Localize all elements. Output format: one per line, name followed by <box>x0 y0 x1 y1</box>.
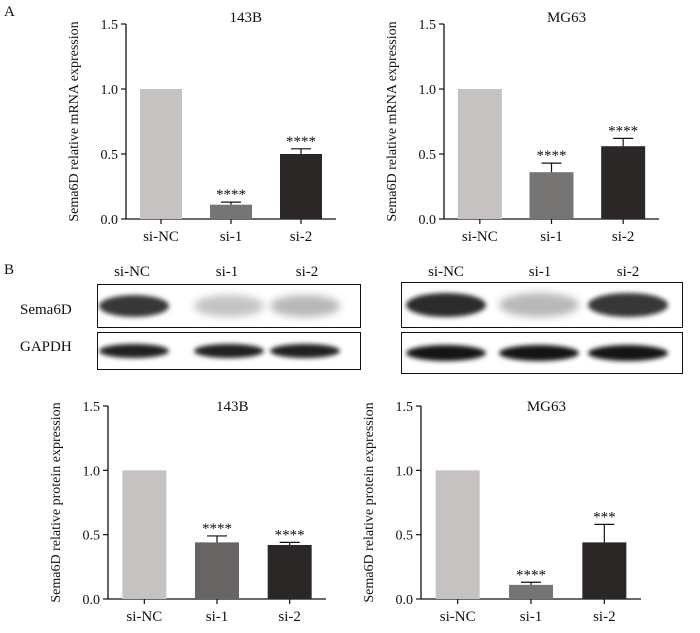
blot-row-label-sema6d: Sema6D <box>20 302 72 318</box>
blot-row-label-gapdh: GAPDH <box>20 339 72 355</box>
sema6d-left-band <box>194 295 264 317</box>
y-tick-label: 1.0 <box>101 83 119 98</box>
x-tick-label: si-NC <box>462 229 498 245</box>
bar-si-2 <box>582 542 627 599</box>
y-tick-label: 0.0 <box>419 213 437 228</box>
gapdh-right-band <box>588 345 668 361</box>
significance-label: **** <box>537 148 567 164</box>
y-tick-label: 0.5 <box>419 148 437 163</box>
x-tick-label: si-2 <box>278 609 301 625</box>
x-tick-label: si-1 <box>520 609 543 625</box>
y-tick-label: 0.0 <box>83 593 101 608</box>
panel-label-a: A <box>4 4 15 20</box>
blot-left-gapdh-membrane <box>97 332 361 370</box>
bar-si-NC <box>122 470 167 599</box>
significance-label: **** <box>216 187 246 203</box>
gapdh-right-band <box>406 345 486 361</box>
x-tick-label: si-2 <box>612 229 635 245</box>
significance-label: **** <box>275 527 305 543</box>
y-tick-label: 1.5 <box>396 400 414 415</box>
blot-right-gapdh-membrane <box>401 332 683 374</box>
y-tick-label: 0.5 <box>396 529 414 544</box>
bar-si-NC <box>140 89 182 219</box>
y-tick-label: 0.0 <box>396 593 414 608</box>
x-tick-label: si-1 <box>540 229 563 245</box>
chart-title: 143B <box>229 10 262 26</box>
gapdh-left-band <box>270 344 340 358</box>
y-tick-label: 0.5 <box>83 529 101 544</box>
gapdh-left-band <box>194 344 264 358</box>
significance-label: **** <box>516 567 546 583</box>
blot-left-lane-label: si-NC <box>114 264 150 280</box>
y-tick-label: 1.0 <box>396 464 414 479</box>
chart-protein_143b: 0.0 0.5 1.0 1.5 143B Sema6D relative protein … <box>49 399 326 625</box>
y-tick-label: 0.0 <box>101 213 119 228</box>
bar-si-1 <box>195 542 239 599</box>
y-tick-label: 1.5 <box>419 18 437 33</box>
sema6d-right-band <box>406 293 486 317</box>
bar-si-1 <box>509 584 553 599</box>
bar-si-1 <box>210 204 252 219</box>
chart-protein_mg63: 0.0 0.5 1.0 1.5 MG63 Sema6D relative protein … <box>362 399 641 625</box>
y-tick-label: 1.0 <box>83 464 101 479</box>
x-tick-label: si-1 <box>220 229 243 245</box>
x-tick-label: si-NC <box>440 609 476 625</box>
gapdh-left-band <box>99 344 169 358</box>
bar-si-2 <box>280 154 322 219</box>
significance-label: **** <box>608 123 638 139</box>
bar-si-NC <box>435 470 480 599</box>
sema6d-right-band <box>588 293 668 317</box>
y-axis-label: Sema6D relative protein expression <box>362 402 377 602</box>
y-tick-label: 1.5 <box>83 400 101 415</box>
blot-left-sema6d-membrane <box>97 284 361 328</box>
blot-right-lane-label: si-NC <box>428 264 464 280</box>
x-tick-label: si-2 <box>290 229 313 245</box>
bar-si-2 <box>601 146 646 219</box>
blot-right-sema6d-membrane <box>401 282 683 328</box>
bar-si-2 <box>267 544 312 599</box>
sema6d-left-band <box>270 295 340 317</box>
y-tick-label: 1.5 <box>101 18 119 33</box>
chart-title: 143B <box>216 399 249 415</box>
chart-mrna_mg63: 0.0 0.5 1.0 1.5 MG63 Sema6D relative mRNA exp… <box>385 10 659 245</box>
blot-right-lane-label: si-2 <box>616 264 640 280</box>
blot-right-lane-label: si-1 <box>528 264 552 280</box>
panel-label-b: B <box>4 262 15 278</box>
x-tick-label: si-2 <box>593 609 616 625</box>
significance-label: **** <box>286 134 316 150</box>
chart-title: MG63 <box>527 399 566 415</box>
x-tick-label: si-NC <box>126 609 162 625</box>
x-tick-label: si-NC <box>143 229 179 245</box>
sema6d-left-band <box>99 295 169 317</box>
significance-label: **** <box>202 521 232 537</box>
sema6d-right-band <box>499 293 579 317</box>
y-tick-label: 0.5 <box>101 148 119 163</box>
chart-title: MG63 <box>547 10 586 26</box>
y-axis-label: Sema6D relative mRNA expression <box>385 21 400 221</box>
gapdh-right-band <box>499 345 579 361</box>
bar-si-NC <box>457 89 502 219</box>
blot-left-lane-label: si-1 <box>215 264 239 280</box>
significance-label: *** <box>593 509 616 525</box>
y-tick-label: 1.0 <box>419 83 437 98</box>
bar-si-1 <box>529 172 574 219</box>
chart-mrna_143b: 0.0 0.5 1.0 1.5 143B Sema6D relative mRNA exp… <box>67 10 336 245</box>
blot-left-lane-label: si-2 <box>295 264 319 280</box>
x-tick-label: si-1 <box>206 609 229 625</box>
y-axis-label: Sema6D relative protein expression <box>49 402 64 602</box>
y-axis-label: Sema6D relative mRNA expression <box>67 21 82 221</box>
